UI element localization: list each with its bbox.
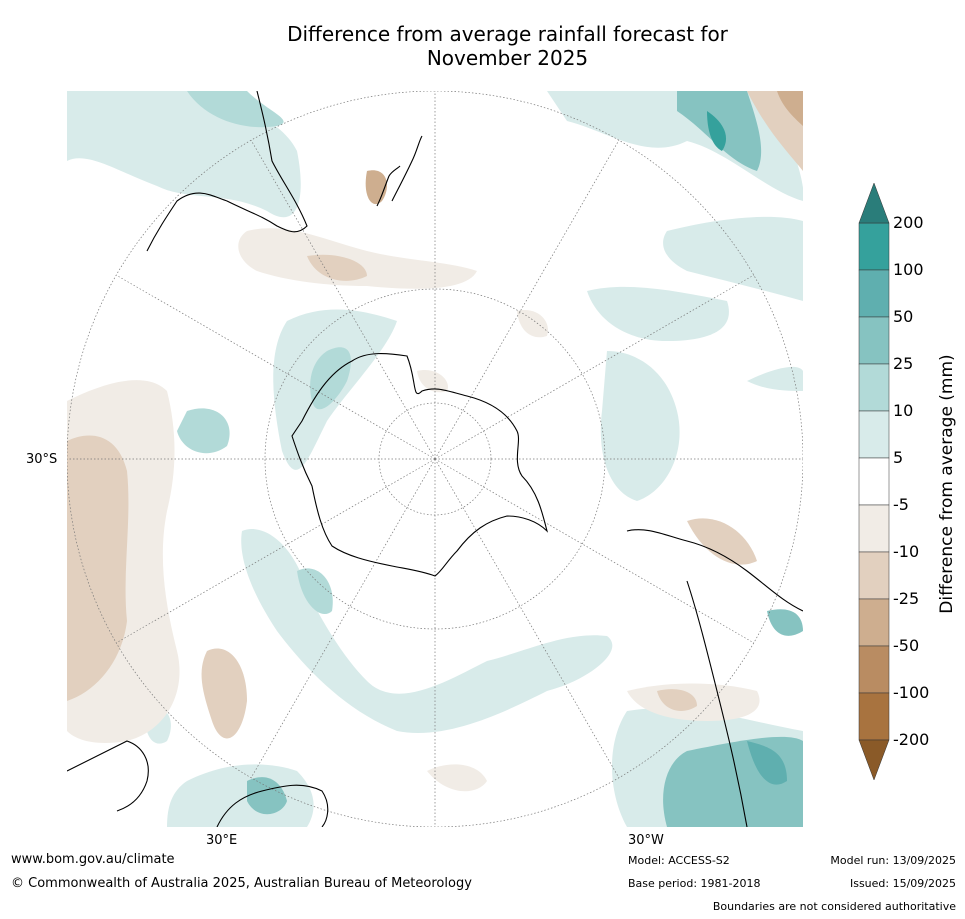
lon-label-30w: 30°W xyxy=(628,833,664,848)
colorbar-segment xyxy=(858,457,890,506)
colorbar-tick-label: 100 xyxy=(893,260,924,279)
colorbar-segment xyxy=(858,504,890,553)
graticule xyxy=(67,91,803,827)
colorbar-segment xyxy=(858,316,890,365)
colorbar-segment xyxy=(858,363,890,412)
australia-coastline xyxy=(146,91,308,252)
lat-label-30s: 30°S xyxy=(26,452,58,467)
south-america-coastline xyxy=(626,529,803,827)
colorbar-segment xyxy=(858,551,890,600)
colorbar-tick-label: -10 xyxy=(893,542,920,561)
africa-coastline xyxy=(67,740,329,827)
title-line-1: Difference from average rainfall forecas… xyxy=(287,22,728,46)
colorbar-tick-label: 10 xyxy=(893,401,914,420)
colorbar-tick-label: -25 xyxy=(893,589,920,608)
rainfall-anomaly-map xyxy=(67,91,803,827)
colorbar-segment xyxy=(858,692,890,741)
copyright-text: © Commonwealth of Australia 2025, Austra… xyxy=(11,876,472,891)
colorbar-top-arrow xyxy=(858,182,890,224)
chart-title: Difference from average rainfall forecas… xyxy=(0,22,965,70)
colorbar-tick-label: 25 xyxy=(893,354,914,373)
new-zealand-coastline xyxy=(376,135,423,207)
lon-label-30e: 30°E xyxy=(206,833,238,848)
colorbar-tick-label: -100 xyxy=(893,683,930,702)
coastlines xyxy=(67,91,803,827)
model-run-text: Model run: 13/09/2025 xyxy=(830,854,956,867)
antarctica-coastline xyxy=(291,353,549,577)
colorbar-segment xyxy=(858,269,890,318)
colorbar-tick-label: -50 xyxy=(893,636,920,655)
colorbar-segment xyxy=(858,410,890,459)
disclaimer-text: Boundaries are not considered authoritat… xyxy=(712,900,956,913)
colorbar-bottom-arrow xyxy=(858,739,890,781)
wet-anomaly-areas xyxy=(67,91,803,827)
colorbar-tick-label: 50 xyxy=(893,307,914,326)
base-period-text: Base period: 1981-2018 xyxy=(628,877,761,890)
colorbar-tick-label: 5 xyxy=(893,448,904,467)
colorbar-tick-label: -5 xyxy=(893,495,909,514)
dry-anomaly-areas xyxy=(67,91,803,792)
colorbar-tick-label: -200 xyxy=(893,730,930,749)
colorbar-label: Difference from average (mm) xyxy=(937,354,957,614)
colorbar-segment xyxy=(858,645,890,694)
issued-text: Issued: 15/09/2025 xyxy=(849,877,956,890)
title-line-2: November 2025 xyxy=(426,46,589,70)
colorbar-segment xyxy=(858,222,890,271)
website-link[interactable]: www.bom.gov.au/climate xyxy=(11,852,175,867)
model-text: Model: ACCESS-S2 xyxy=(628,854,730,867)
colorbar-tick-label: 200 xyxy=(893,213,924,232)
colorbar-segment xyxy=(858,598,890,647)
